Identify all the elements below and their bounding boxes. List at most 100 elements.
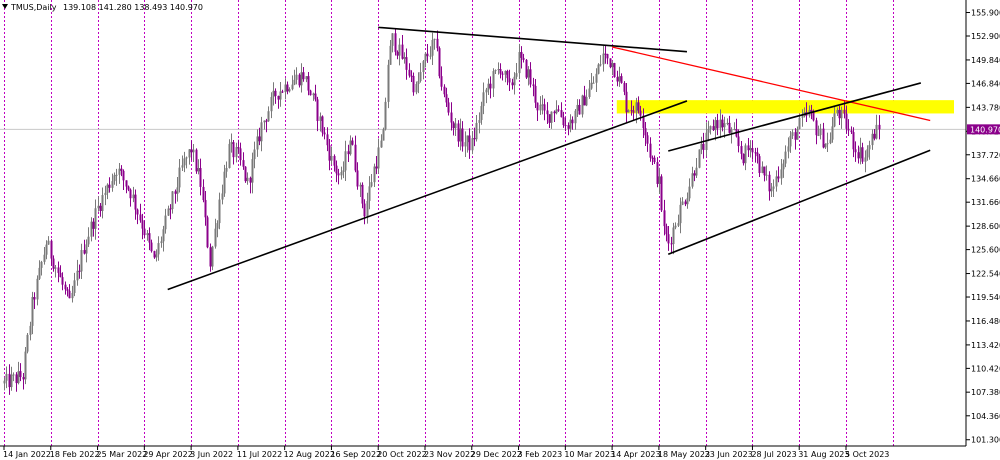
candle-body [772, 186, 775, 189]
candle-body [251, 159, 254, 183]
candle-body [52, 258, 55, 269]
candle-body [169, 208, 172, 210]
candle-body [50, 240, 53, 259]
candle-body [592, 82, 595, 84]
candle-body [581, 95, 584, 115]
candle-body [777, 176, 780, 179]
candle-body [40, 261, 43, 268]
candle-body [192, 149, 195, 153]
candle-body [92, 221, 95, 229]
candle-body [181, 165, 184, 168]
candle-body [300, 72, 303, 86]
candle-body [730, 129, 733, 133]
candle-body [616, 77, 619, 82]
candle-body [433, 38, 436, 41]
candle-body [279, 91, 282, 100]
candle-body [670, 243, 673, 245]
candle-body [520, 52, 523, 58]
candle-body [726, 122, 729, 124]
candle-body [658, 176, 661, 184]
y-tick-label: 113.420 [971, 341, 1000, 350]
candle-body [576, 104, 579, 111]
candle-body [843, 109, 846, 114]
candle-body [3, 380, 6, 384]
candle-body [443, 86, 446, 95]
candle-body [29, 325, 32, 335]
candle-body [864, 157, 867, 162]
candle-body [485, 89, 488, 93]
candle-body [90, 221, 93, 237]
candle-body [305, 76, 308, 80]
y-tick-label: 104.360 [971, 412, 1000, 421]
candle-body [761, 166, 764, 173]
candle-body [389, 45, 392, 65]
candle-body [349, 140, 352, 155]
candle-body [97, 205, 100, 209]
candle-body [141, 220, 144, 229]
candle-body [61, 277, 64, 285]
candle-body [875, 124, 878, 139]
candle-body [438, 48, 441, 77]
candle-body [686, 198, 689, 205]
candle-body [794, 132, 797, 140]
x-tick-label: 3 Feb 2023 [518, 450, 563, 459]
candle-body [620, 76, 623, 83]
candle-body [700, 143, 703, 150]
candle-body [564, 125, 567, 127]
candle-body [178, 167, 181, 188]
candle-body [284, 84, 287, 93]
candle-body [104, 192, 107, 196]
candle-body [569, 119, 572, 129]
candle-body [410, 75, 413, 77]
x-tick-label: 23 Nov 2022 [424, 450, 475, 459]
candle-body [775, 176, 778, 187]
y-tick-label: 125.600 [971, 246, 1000, 255]
candle-body [604, 53, 607, 55]
x-tick-label: 20 Oct 2022 [377, 450, 426, 459]
candle-body [709, 126, 712, 129]
candle-body [431, 40, 434, 56]
candle-body [613, 63, 616, 78]
candle-body [26, 334, 29, 352]
x-tick-label: 29 Dec 2022 [471, 450, 522, 459]
resistance-zone [616, 100, 954, 114]
candle-body [330, 155, 333, 161]
candle-body [663, 210, 666, 227]
candle-body [216, 223, 219, 229]
candle-body [155, 254, 158, 258]
candle-body [489, 83, 492, 89]
ohlc-header: 139.108 141.280 138.493 140.970 [63, 3, 203, 12]
x-tick-label: 31 Aug 2023 [798, 450, 849, 459]
trendline-black [167, 100, 688, 291]
candle-body [543, 104, 546, 111]
candle-body [347, 151, 350, 155]
candle-body [214, 228, 217, 247]
candle-body [211, 246, 214, 267]
candle-body [366, 200, 369, 217]
candle-body [218, 199, 221, 224]
candle-body [749, 148, 752, 151]
candle-body [768, 174, 771, 192]
candle-body [73, 280, 76, 293]
candle-body [94, 208, 97, 229]
candle-body [847, 128, 850, 131]
axes [0, 0, 967, 447]
candle-body [464, 142, 467, 147]
candle-body [288, 89, 291, 92]
candle-body [770, 188, 773, 192]
candle-body [401, 44, 404, 59]
trendline-red [611, 46, 931, 122]
candle-body [415, 84, 418, 93]
candle-body [127, 186, 130, 190]
last-price-tag: 140.970 [967, 124, 1000, 135]
candle-body [111, 181, 114, 188]
candle-body [342, 170, 345, 172]
candle-body [373, 166, 376, 183]
candle-body [295, 74, 298, 80]
candle-body [747, 145, 750, 151]
candle-body [754, 152, 757, 154]
candle-body [258, 136, 261, 142]
candle-body [527, 69, 530, 78]
last-price-tag-bg [967, 124, 1000, 135]
